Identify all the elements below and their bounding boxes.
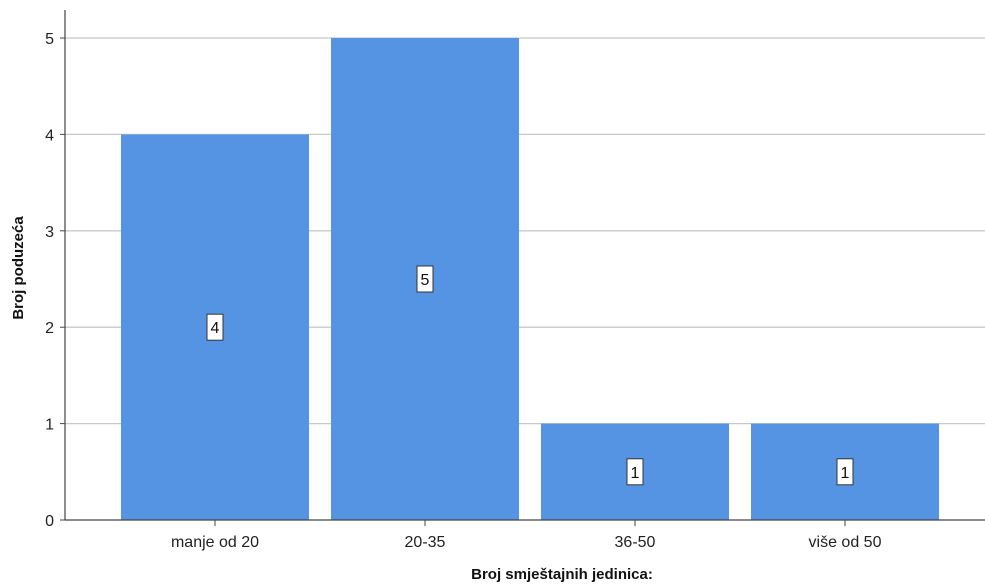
data-label: 4 — [206, 313, 224, 341]
y-tick-labels: 0 1 2 3 4 5 — [45, 31, 54, 530]
x-tick-label: više od 50 — [809, 534, 882, 551]
x-tick-labels: manje od 20 20-35 36-50 više od 50 — [171, 534, 882, 551]
y-tick-label: 3 — [45, 224, 54, 241]
x-tick-label: manje od 20 — [171, 534, 259, 551]
data-label-box — [206, 313, 224, 341]
x-tick-label: 20-35 — [405, 534, 446, 551]
data-label-text: 1 — [841, 465, 850, 482]
data-label-box — [626, 458, 644, 486]
y-axis-title: Broj poduzeća — [10, 216, 27, 320]
y-tick-label: 2 — [45, 320, 54, 337]
data-labels: 4 5 1 1 — [206, 265, 854, 486]
data-label: 5 — [416, 265, 434, 293]
x-tick-label: 36-50 — [615, 534, 656, 551]
bars — [121, 38, 939, 520]
y-tick-label: 5 — [45, 31, 54, 48]
data-label-text: 1 — [631, 465, 640, 482]
data-label-box — [836, 458, 854, 486]
y-tick-label: 1 — [45, 417, 54, 434]
axes — [60, 10, 985, 526]
y-tick-label: 4 — [45, 127, 54, 144]
x-axis-title: Broj smještajnih jedinica: — [471, 566, 653, 583]
data-label: 1 — [626, 458, 644, 486]
y-tick-label: 0 — [45, 513, 54, 530]
data-label-box — [416, 265, 434, 293]
data-label-text: 5 — [421, 272, 430, 289]
data-label-text: 4 — [211, 320, 220, 337]
data-label: 1 — [836, 458, 854, 486]
